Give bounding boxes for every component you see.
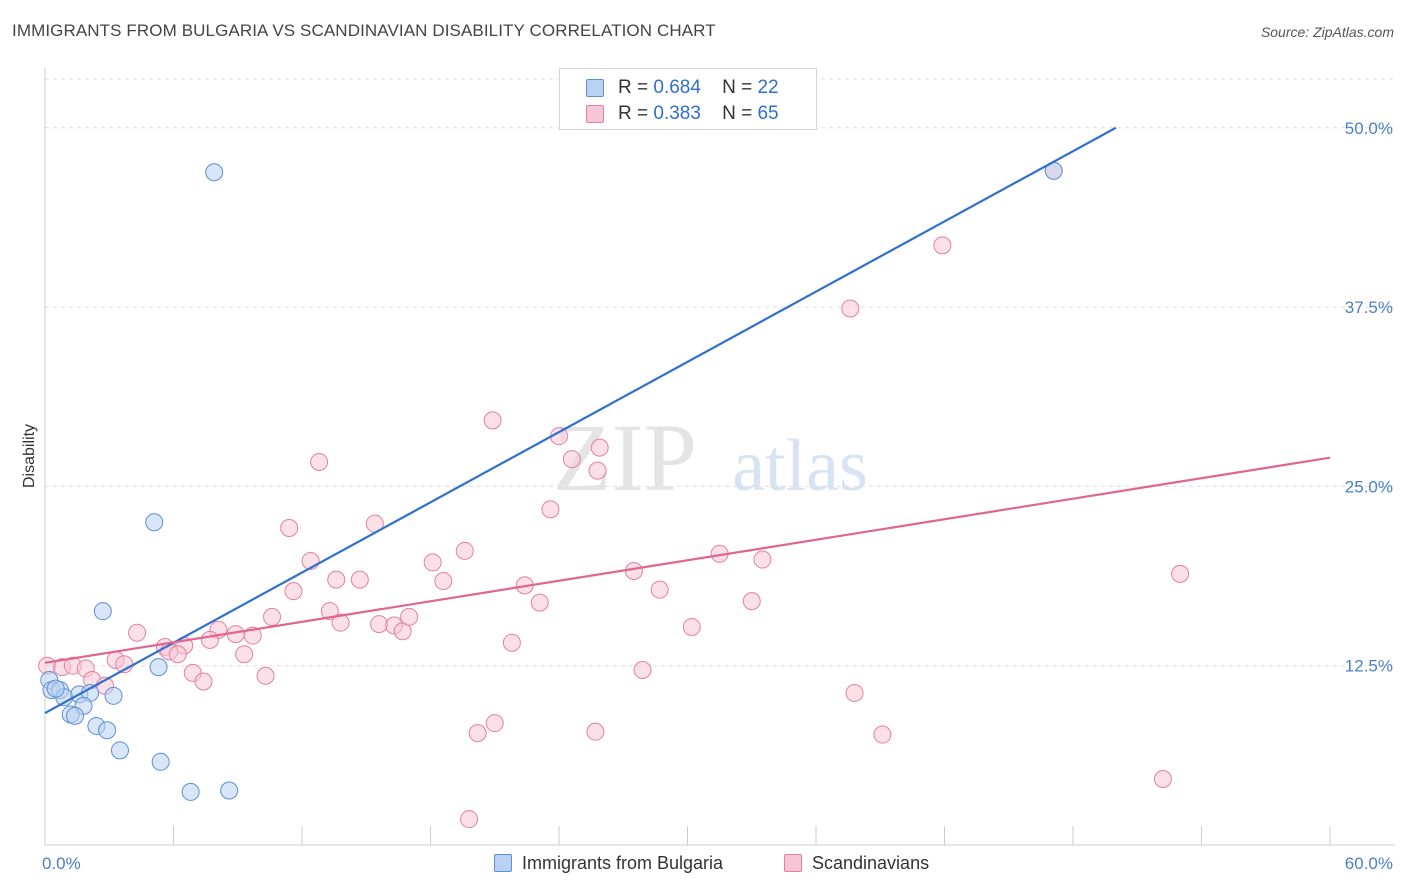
legend-n-label: N = <box>722 77 753 98</box>
scandinavian-point <box>350 570 369 589</box>
scandinavian-point <box>468 724 487 743</box>
bulgaria-point <box>149 658 168 677</box>
scandinavian-point <box>263 607 282 626</box>
legend-swatch-blue <box>586 79 604 97</box>
legend-n-label: N = <box>722 103 753 124</box>
bulgaria-point <box>93 602 112 621</box>
scandinavian-point <box>562 450 581 469</box>
scandinavian-point <box>320 602 339 621</box>
scandinavian-point <box>1153 770 1172 789</box>
chart-title: IMMIGRANTS FROM BULGARIA VS SCANDINAVIAN… <box>12 21 716 40</box>
y-axis-label: Disability <box>21 424 38 488</box>
scandinavian-point <box>200 630 219 649</box>
scandinavian-point <box>933 236 952 255</box>
bottom-legend-label: Immigrants from Bulgaria <box>522 853 724 873</box>
bulgaria-point <box>46 679 65 698</box>
bottom-legend-swatch-blue <box>494 854 512 872</box>
trend-line-bulgaria <box>44 126 1117 714</box>
scandinavian-point <box>256 666 275 685</box>
scandinavian-point <box>541 500 560 519</box>
y-tick-label: 37.5% <box>1345 298 1393 317</box>
legend-r-label: R = <box>618 103 649 124</box>
scandinavian-point <box>423 553 442 572</box>
bulgaria-point <box>104 686 123 705</box>
bottom-legend-swatch-pink <box>784 854 802 872</box>
bottom-legend-label: Scandinavians <box>812 853 930 873</box>
bulgaria-point <box>110 741 129 760</box>
y-tick-label: 25.0% <box>1345 477 1393 496</box>
scandinavian-point <box>624 562 643 581</box>
y-tick-label: 50.0% <box>1345 119 1393 138</box>
scandinavian-point <box>280 518 299 537</box>
bottom-legend-bulgaria: Immigrants from Bulgaria <box>494 853 723 874</box>
legend-n-value: 65 <box>757 103 779 124</box>
watermark-atlas: atlas <box>732 425 868 507</box>
scandinavian-point <box>590 438 609 457</box>
scandinavian-point <box>753 550 772 569</box>
scandinavian-point <box>845 683 864 702</box>
bulgaria-point <box>145 513 164 532</box>
legend-r-value: 0.684 <box>653 77 701 98</box>
scandinavian-point <box>455 541 474 560</box>
source-credit: Source: ZipAtlas.com <box>1260 24 1394 40</box>
scandinavian-point <box>284 582 303 601</box>
bulgaria-point <box>205 163 224 182</box>
bulgaria-point <box>220 781 239 800</box>
stats-legend: R = 0.684 N = 22 R = 0.383 N = 65 <box>559 68 817 130</box>
legend-r-label: R = <box>618 77 649 98</box>
scandinavian-point <box>194 672 213 691</box>
bottom-legend-scandinavians: Scandinavians <box>784 853 929 874</box>
scandinavian-point <box>650 580 669 599</box>
scandinavian-point <box>633 660 652 679</box>
scandinavian-point <box>310 453 329 471</box>
scandinavian-point <box>588 461 607 480</box>
scandinavian-point <box>742 592 761 611</box>
bulgaria-point <box>98 721 117 740</box>
scandinavian-point <box>327 570 346 589</box>
tick-labels: 12.5% 25.0% 37.5% 50.0% 0.0% 60.0% <box>42 119 1393 873</box>
bulgaria-point <box>151 752 170 771</box>
scandinavian-point <box>168 645 187 664</box>
axes <box>44 68 1395 846</box>
x-tick-label-max: 60.0% <box>1345 854 1393 873</box>
scandinavian-point <box>841 299 860 318</box>
scandinavian-point <box>370 615 389 634</box>
scandinavian-point <box>485 714 504 733</box>
legend-swatch-pink <box>586 105 604 123</box>
y-tick-label: 12.5% <box>1345 657 1393 676</box>
scandinavian-point <box>400 607 419 626</box>
scandinavian-point <box>873 725 892 744</box>
legend-n-value: 22 <box>757 77 779 98</box>
legend-r-value: 0.383 <box>653 103 701 124</box>
scandinavian-point <box>530 593 549 612</box>
bulgaria-point <box>65 706 84 725</box>
scandinavian-point <box>586 722 605 741</box>
scandinavian-point <box>1171 564 1190 583</box>
scandinavian-point <box>434 572 453 591</box>
scandinavian-point <box>483 411 502 430</box>
scandinavian-point <box>128 623 147 642</box>
series-bulgaria <box>40 161 1063 801</box>
bulgaria-point <box>181 782 200 801</box>
gridlines <box>45 78 1395 667</box>
scandinavian-point <box>331 613 350 632</box>
scandinavian-point <box>460 810 479 829</box>
trend-line-scandinavians <box>44 456 1331 664</box>
scandinavian-point <box>682 617 701 636</box>
trend-lines <box>44 126 1331 714</box>
x-tick-label-min: 0.0% <box>42 854 81 873</box>
scandinavian-point <box>235 645 254 664</box>
scandinavian-point <box>502 633 521 652</box>
